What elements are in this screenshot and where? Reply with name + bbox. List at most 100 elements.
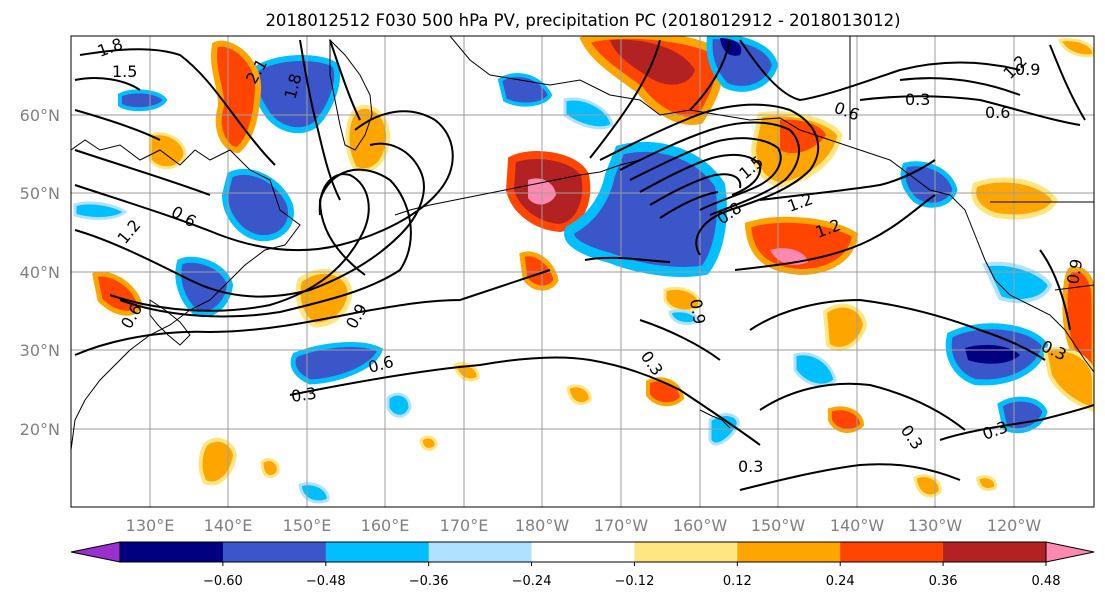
hawaii-islands [699,409,731,429]
pv-contours [74,39,1094,491]
pv-contour [74,77,141,91]
pv-contour [289,356,761,446]
longitude-label: 140°W [830,516,885,535]
colorbar-segment [737,542,841,562]
colorbar-segment [222,542,327,562]
longitude-label: 170°W [594,516,649,535]
negative-anomaly-region [386,392,412,418]
colorbar: −0.60 −0.48 −0.36 −0.24 −0.12 0.12 0.24 0.36 0.4… [70,541,1095,589]
positive-anomaly-region [148,132,187,170]
contour-label: 0.9 [1015,60,1040,79]
kamchatka-coastline [329,38,373,151]
pv-contour [739,463,961,491]
pv-contour [734,194,936,271]
pv-contour [599,103,820,256]
longitude-label: 140°E [204,516,253,535]
colorbar-tick-label: −0.24 [512,574,552,589]
pv-contour [859,95,1081,126]
longitude-labels: 130°E 140°E 150°E 160°E 170°E 180°W 170°W 160°W… [126,516,1042,535]
positive-anomaly-region [976,475,998,492]
latitude-label: 30°N [20,341,60,360]
colorbar-segment [634,542,738,562]
longitude-label: 170°E [440,516,489,535]
negative-anomaly-region [900,161,958,208]
positive-anomaly-region [828,406,865,433]
colorbar-segment [325,542,430,562]
pv-contour [74,110,454,252]
negative-anomaly-region [290,342,384,385]
pv-contour [1049,44,1086,121]
map-title: 2018012512 F030 500 hPa PV, precipitatio… [265,11,900,30]
pv-contour [739,39,1021,102]
longitude-label: 150°E [283,516,332,535]
colorbar-low-extension [70,541,121,563]
pv-contour [299,39,341,201]
map-frame [70,35,1095,508]
colorbar-tick-label: 0.24 [826,574,855,589]
pv-contour [749,298,1046,361]
colorbar-high-extension [1045,541,1095,563]
pv-contour [899,77,1021,96]
pv-contour [74,269,551,356]
positive-anomaly-region [566,384,592,405]
colorbar-tick-label: 0.12 [723,574,752,589]
pv-contour [639,319,721,361]
contour-label: 0.3 [738,457,763,476]
pv-contour [1039,249,1071,331]
latitude-label: 50°N [20,184,60,203]
colorbar-tick-label: −0.60 [203,574,243,589]
pv-contour [584,256,671,263]
colorbar-tick-label: −0.48 [306,574,346,589]
pv-contour [74,109,161,141]
positive-anomaly-region [780,119,826,154]
colorbar-segment [840,542,944,562]
longitude-label: 130°W [908,516,963,535]
positive-anomaly-region [198,437,238,486]
longitude-label: 160°E [361,516,410,535]
pv-contour [74,149,211,196]
colorbar-tick-label: 0.48 [1032,574,1061,589]
latitude-label: 20°N [20,420,60,439]
positive-anomaly-region [519,251,559,291]
pv-contour [109,173,370,312]
negative-anomaly-region [563,97,614,130]
contour-label: 0.6 [985,103,1010,122]
pv-contour [659,191,719,219]
contour-label: 0.9 [1063,257,1086,285]
positive-anomaly-region [822,303,868,351]
contour-label: 0.3 [905,90,930,109]
pv-contour [649,173,742,206]
precipitation-anomaly-shading [73,36,1094,504]
longitude-label: 160°W [673,516,728,535]
colorbar-frame [119,541,1047,563]
pv-contour [639,153,762,196]
pv-contour [689,39,731,111]
positive-anomaly-region [419,435,438,451]
longitude-label: 180°W [515,516,570,535]
colorbar-tick-label: −0.36 [409,574,449,589]
positive-anomaly-region [260,458,280,479]
japan-coastline [149,299,191,346]
aleutian-islands [394,159,641,216]
map-gridlines [71,36,1094,507]
negative-anomaly-region [793,352,837,387]
contour-label: 0.9 [686,297,709,325]
negative-anomaly-region [118,89,168,112]
negative-anomaly-region [73,201,128,220]
negative-anomaly-region [982,261,1053,304]
pv-contour [589,39,661,159]
longitude-label: 150°W [751,516,806,535]
negative-anomaly-region [668,309,699,326]
colorbar-segment [943,542,1047,562]
pv-contour [939,404,1094,441]
negative-anomaly-region [250,55,341,134]
map-panel: 1.8 1.5 2.1 1.8 1.2 0.6 0.9 0.3 0.6 0.3 … [70,34,1095,508]
colorbar-tick-label: −0.12 [615,574,655,589]
pv-contour [759,159,936,201]
colorbar-segment [120,542,224,562]
positive-anomaly-region [744,216,859,276]
colorbar-tick-label: 0.36 [929,574,958,589]
positive-anomaly-region [913,474,942,498]
longitude-label: 130°E [126,516,175,535]
